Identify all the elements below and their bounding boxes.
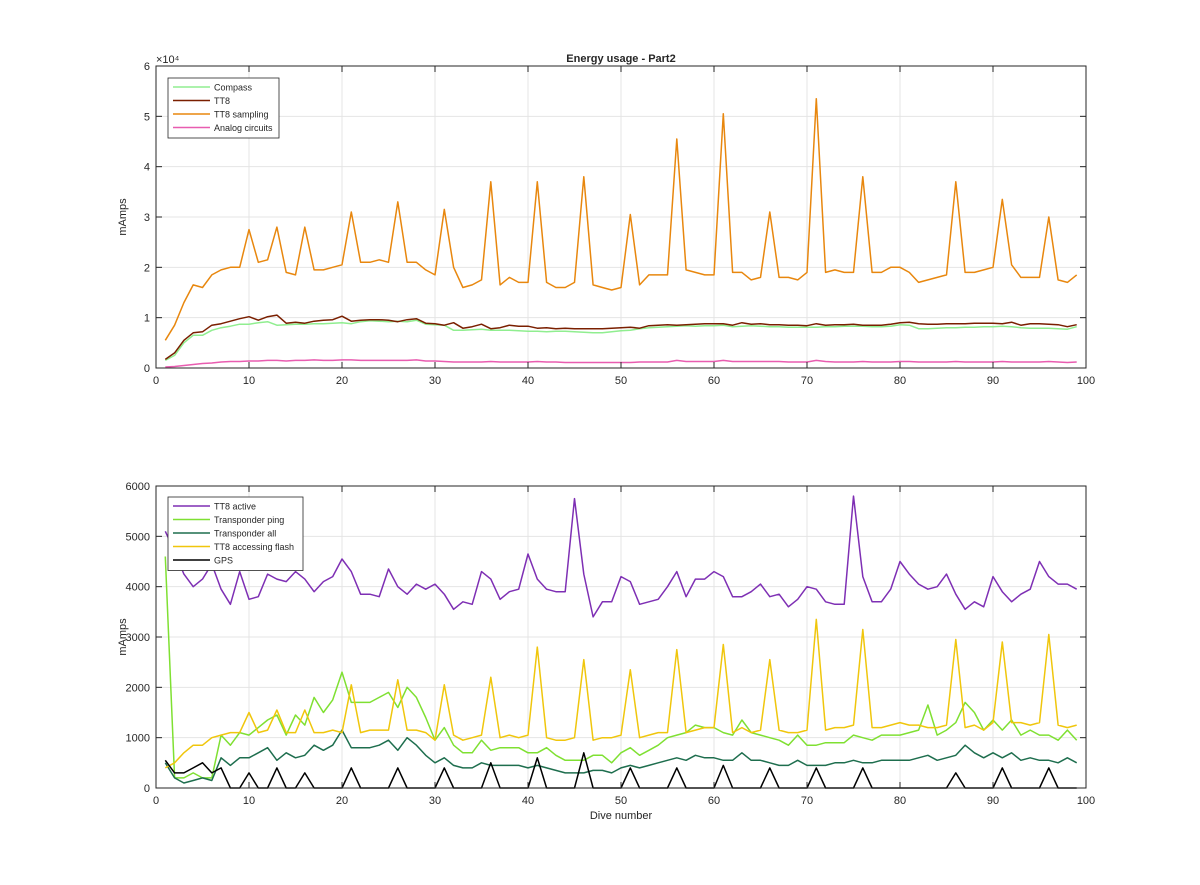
x-tick-label: 80 — [894, 795, 906, 807]
y-axis-label: mAmps — [117, 618, 129, 656]
x-tick-label: 30 — [429, 375, 441, 387]
x-tick-label: 100 — [1077, 375, 1095, 387]
x-tick-label: 20 — [336, 795, 348, 807]
y-tick-label: 1000 — [126, 733, 150, 745]
x-tick-label: 50 — [615, 375, 627, 387]
y-tick-label: 5000 — [126, 531, 150, 543]
y-tick-label: 6000 — [126, 481, 150, 493]
y-tick-label: 4 — [144, 162, 150, 174]
legend-label: Compass — [214, 83, 253, 93]
legend-label: TT8 accessing flash — [214, 542, 294, 552]
x-tick-label: 30 — [429, 795, 441, 807]
x-tick-label: 90 — [987, 795, 999, 807]
legend-label: Transponder all — [214, 529, 276, 539]
x-tick-label: 100 — [1077, 795, 1095, 807]
legend-label: GPS — [214, 556, 233, 566]
y-tick-label: 4000 — [126, 582, 150, 594]
x-tick-label: 50 — [615, 795, 627, 807]
legend-label: TT8 active — [214, 502, 256, 512]
y-tick-label: 2000 — [126, 682, 150, 694]
legend-label: TT8 sampling — [214, 110, 269, 120]
x-tick-label: 90 — [987, 375, 999, 387]
x-tick-label: 70 — [801, 795, 813, 807]
y-exponent-label: ×10⁴ — [156, 54, 180, 66]
series-line-transponder-all — [164, 729, 1078, 784]
x-tick-label: 10 — [243, 375, 255, 387]
x-tick-label: 60 — [708, 795, 720, 807]
legend: Compass TT8 TT8 sampling Analog circuits — [167, 77, 280, 139]
x-tick-label: 0 — [153, 795, 159, 807]
legend-label: Analog circuits — [214, 123, 273, 133]
y-tick-label: 0 — [144, 783, 150, 795]
x-tick-label: 0 — [153, 375, 159, 387]
legend-label: TT8 — [214, 96, 230, 106]
series-line-tt8-accessing-flash — [164, 618, 1077, 769]
x-tick-label: 70 — [801, 375, 813, 387]
chart-title: Energy usage - Part2 — [566, 53, 675, 65]
dive-number-plot: 0 10 20 30 40 50 60 70 80 90 100010002000300040005… — [117, 481, 1095, 822]
y-tick-label: 1 — [144, 313, 150, 325]
series-line-tt8-active — [164, 495, 1078, 618]
energy-usage-plot: 0 10 20 30 40 50 60 70 80 90 100 0 1 2 3 4 5 6 ×10⁴ Energy … — [117, 53, 1095, 387]
y-tick-label: 3 — [144, 212, 150, 224]
series-line-transponder-ping — [164, 556, 1078, 779]
series-line-tt8 — [164, 314, 1077, 361]
series-line-compass — [164, 319, 1077, 362]
x-tick-label: 80 — [894, 375, 906, 387]
y-axis-label: mAmps — [117, 198, 129, 236]
legend-label: Transponder ping — [214, 515, 284, 525]
x-tick-label: 10 — [243, 795, 255, 807]
y-tick-label: 0 — [144, 363, 150, 375]
x-tick-label: 40 — [522, 795, 534, 807]
legend: TT8 active Transponder ping Transponder al… — [167, 496, 304, 571]
x-tick-label: 60 — [708, 375, 720, 387]
y-tick-label: 2 — [144, 262, 150, 274]
y-tick-label: 5 — [144, 111, 150, 123]
x-axis-label: Dive number — [590, 810, 653, 822]
y-tick-label: 6 — [144, 61, 150, 73]
series-line-tt8-sampling — [164, 97, 1078, 341]
x-tick-label: 20 — [336, 375, 348, 387]
x-tick-label: 40 — [522, 375, 534, 387]
y-tick-label: 3000 — [126, 632, 150, 644]
